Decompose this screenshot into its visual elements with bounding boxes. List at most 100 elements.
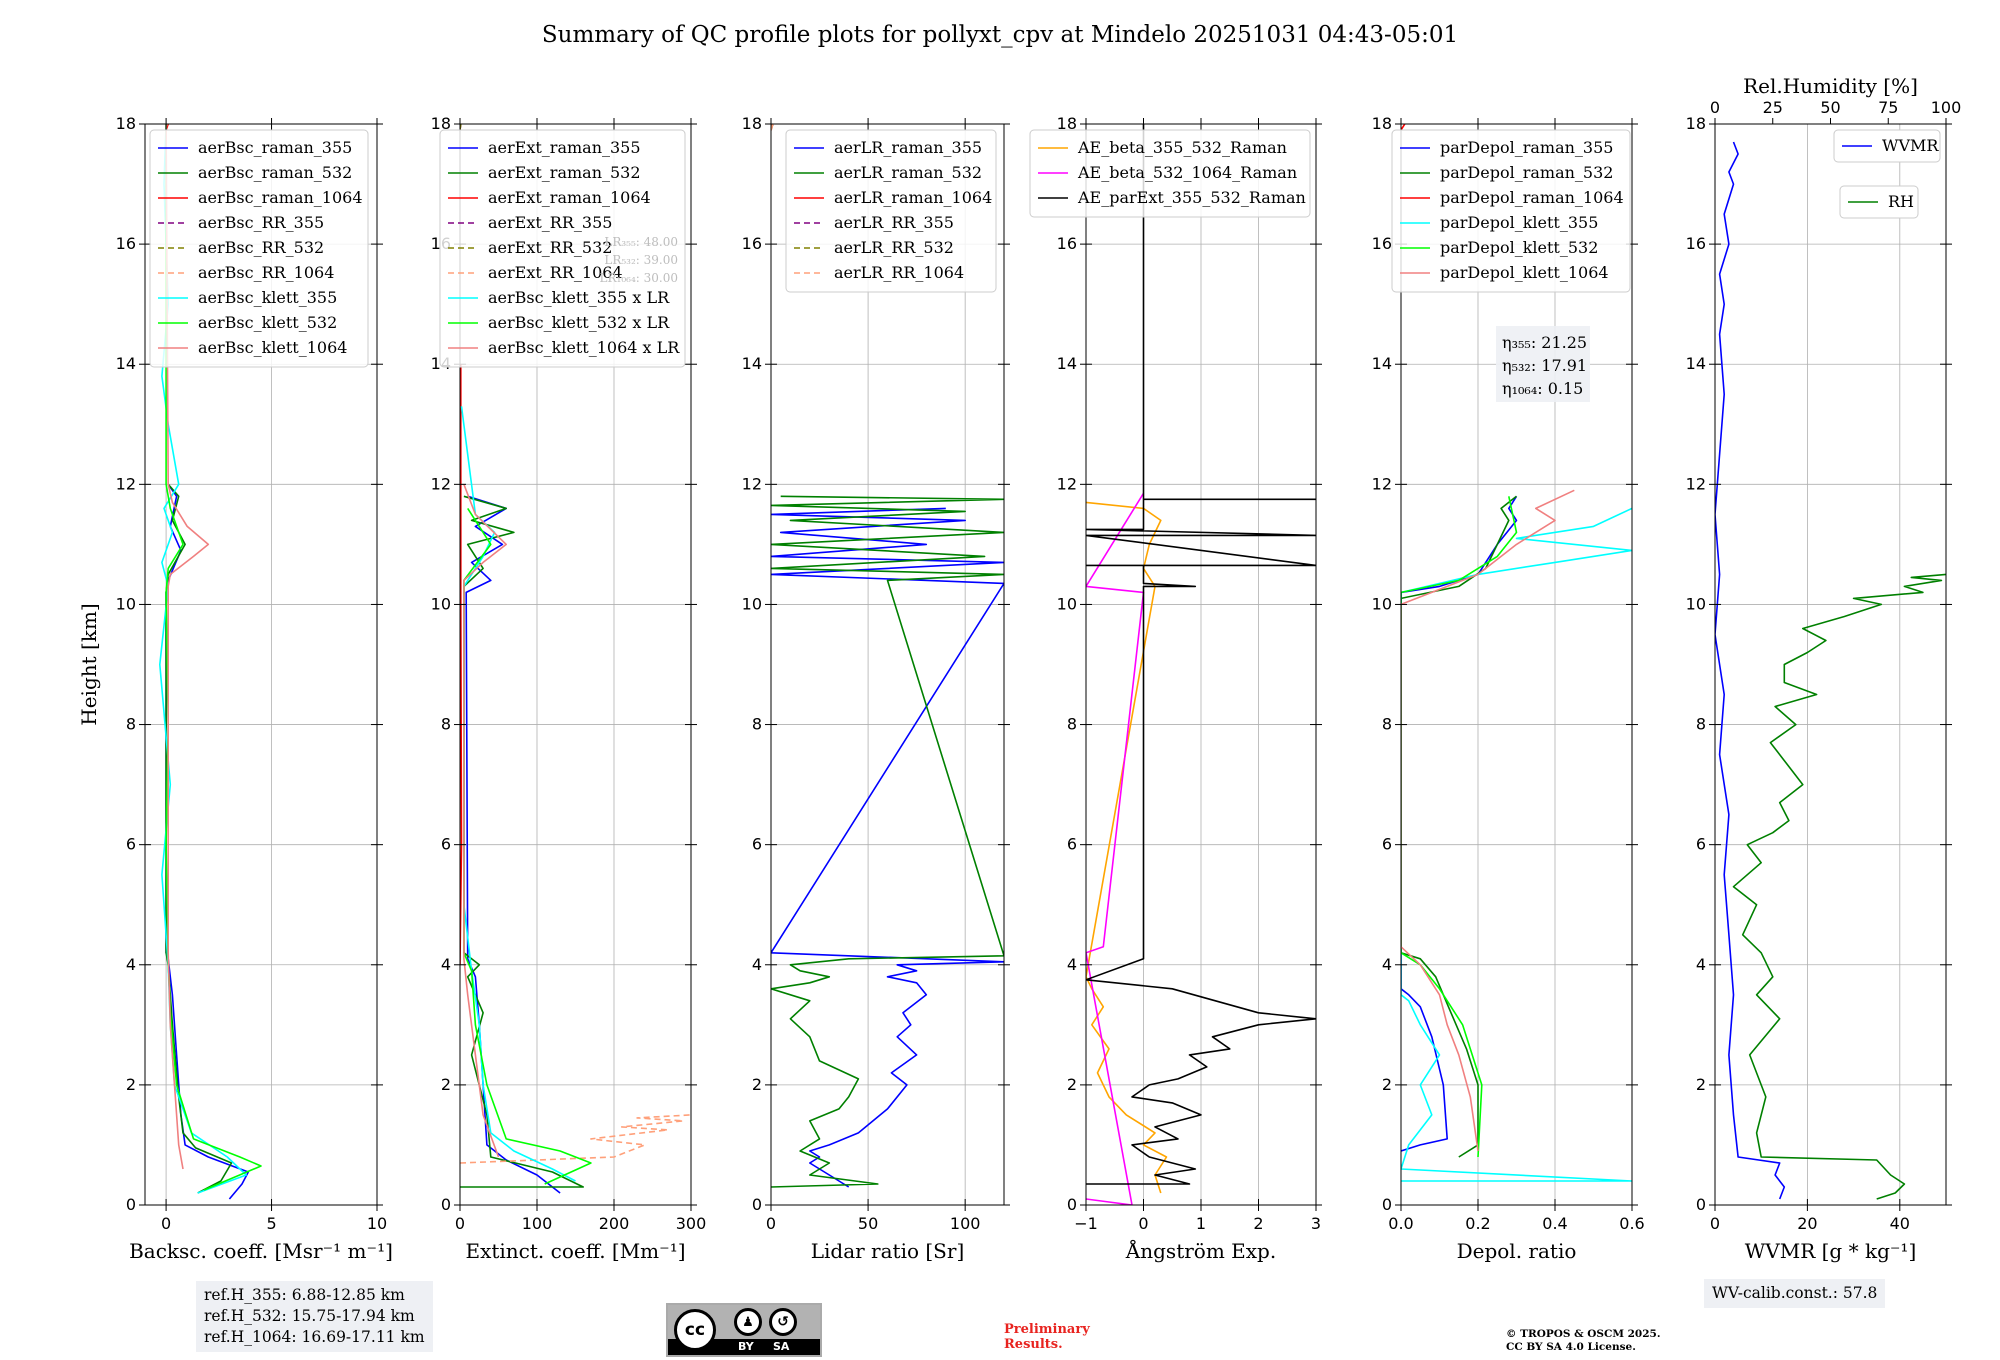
series-line-parDepol_raman_532 — [1401, 495, 1517, 1158]
plot-frame — [770, 123, 1005, 1206]
preliminary-note: Preliminary Results. — [1004, 1322, 1090, 1352]
eta-annotation-line: η₁₀₆₄: 0.15 — [1502, 379, 1583, 398]
y-tick-label: 10 — [1057, 594, 1077, 613]
y-tick-label: 16 — [1686, 234, 1706, 253]
x-tick-label: 5 — [266, 1214, 276, 1233]
legend-box — [785, 129, 997, 293]
y-tick-label: 10 — [116, 594, 136, 613]
legend-label: aerBsc_klett_532 x LR — [488, 313, 670, 332]
wv-calib-const: WV-calib.const.: 57.8 — [1712, 1284, 1878, 1302]
x-tick-label: 0.0 — [1388, 1214, 1413, 1233]
y-tick-label: 8 — [1696, 715, 1706, 734]
y-tick-label: 0 — [1067, 1195, 1077, 1214]
series-group — [1401, 124, 1632, 1182]
series-line-parDepol_klett_532 — [1401, 496, 1518, 1158]
y-tick-label: 0 — [1382, 1195, 1392, 1214]
legend-label: parDepol_raman_1064 — [1440, 188, 1624, 207]
legend-label: aerExt_raman_1064 — [488, 188, 651, 207]
y-tick-label: 0 — [441, 1195, 451, 1214]
panel-extinction: 0246810121416180100200300Extinct. coeff.… — [431, 114, 707, 1263]
y-tick-label: 4 — [441, 955, 451, 974]
series-line-parDepol_klett_355 — [1401, 507, 1632, 1182]
legend-label: WVMR — [1882, 136, 1939, 155]
y-tick-label: 0 — [126, 1195, 136, 1214]
x2-tick-label: 25 — [1763, 98, 1783, 117]
series-group — [159, 124, 262, 1200]
x2-tick-label: 75 — [1878, 98, 1898, 117]
y-tick-label: 2 — [126, 1075, 136, 1094]
series-line-parDepol_raman_1064 — [1401, 124, 1406, 131]
x-axis-label: Ångström Exp. — [1125, 1238, 1276, 1263]
x-tick-label: 50 — [858, 1214, 878, 1233]
series-line-aerBsc_klett_1064 — [165, 124, 210, 1170]
series-line-parDepol_klett_1064 — [1401, 489, 1575, 1152]
x-axis-label: Depol. ratio — [1457, 1239, 1577, 1263]
legend-label: aerExt_RR_1064 — [488, 263, 623, 282]
cc-logo-icon: cc — [674, 1309, 716, 1351]
x-axis-label: Backsc. coeff. [Msr⁻¹ m⁻¹] — [129, 1239, 393, 1263]
x-tick-label: 20 — [1797, 1214, 1817, 1233]
series-line-aerExt_raman_532 — [460, 495, 585, 1188]
y-tick-label: 6 — [752, 835, 762, 854]
legend-label: aerExt_raman_532 — [488, 163, 641, 182]
y-tick-label: 4 — [1067, 955, 1077, 974]
y-tick-label: 8 — [126, 715, 136, 734]
plot-frame — [459, 123, 692, 1206]
y-tick-label: 12 — [742, 474, 762, 493]
lr-annotation-line: LR₅₃₂: 39.00 — [604, 253, 678, 267]
legend-label: parDepol_klett_355 — [1440, 213, 1598, 232]
y-tick-label: 14 — [1057, 354, 1077, 373]
series-group — [1086, 124, 1316, 1205]
y-tick-label: 18 — [742, 114, 762, 133]
y-tick-label: 18 — [1372, 114, 1392, 133]
y-tick-label: 14 — [1686, 354, 1706, 373]
y-tick-label: 16 — [116, 234, 136, 253]
x2-axis-label: Rel.Humidity [%] — [1743, 74, 1918, 98]
x-tick-label: 0 — [161, 1214, 171, 1233]
y-tick-label: 10 — [1372, 594, 1392, 613]
legend-label: aerExt_RR_355 — [488, 213, 612, 232]
series-line-aerBsc_klett_532 x LR — [463, 507, 592, 1185]
legend-label: aerLR_RR_355 — [834, 213, 954, 232]
wv-calib-box: WV-calib.const.: 57.8 — [1704, 1279, 1886, 1308]
y-tick-label: 12 — [116, 474, 136, 493]
y-tick-label: 4 — [1382, 955, 1392, 974]
series-line-AE_parExt_355_532_Raman — [1086, 124, 1316, 1185]
by-label: BY — [738, 1340, 754, 1353]
legend-box — [149, 129, 369, 368]
x-axis-label: Lidar ratio [Sr] — [811, 1239, 965, 1263]
series-group — [1715, 141, 1946, 1200]
series-group — [771, 124, 1004, 1188]
y-tick-label: 4 — [1696, 955, 1706, 974]
y-tick-label: 2 — [1382, 1075, 1392, 1094]
x-tick-label: 0 — [1138, 1214, 1148, 1233]
x-tick-label: −1 — [1074, 1214, 1098, 1233]
y-tick-label: 18 — [431, 114, 451, 133]
legend-label: parDepol_klett_532 — [1440, 238, 1598, 257]
y-tick-label: 2 — [1696, 1075, 1706, 1094]
y-tick-label: 10 — [431, 594, 451, 613]
y-tick-label: 12 — [1372, 474, 1392, 493]
y-tick-label: 18 — [116, 114, 136, 133]
legend-label: AE_parExt_355_532_Raman — [1077, 188, 1306, 207]
x-tick-label: 100 — [522, 1214, 553, 1233]
legend-label: aerBsc_RR_355 — [198, 213, 324, 232]
series-line-AE_beta_355_532_Raman — [1086, 501, 1168, 1194]
panel-depolarization: 0 2 4 6 8 10 12 14 16 18 0.0 0.2 0.4 0.6 Depol. ratio p… — [1372, 114, 1645, 1263]
series-line-aerBsc_raman_355 — [165, 483, 250, 1200]
series-line-aerBsc_klett_532 — [165, 124, 262, 1191]
legend-label: RH — [1888, 192, 1914, 211]
legend-box — [1391, 129, 1631, 293]
series-line-aerExt_RR_1064 — [460, 1114, 691, 1164]
y-tick-label: 18 — [1057, 114, 1077, 133]
legend-label: aerBsc_klett_355 x LR — [488, 288, 670, 307]
eta-annotation-line: η₃₅₅: 21.25 — [1502, 333, 1587, 352]
cc-license-badge: cc ♟ ↺ BY SA — [666, 1303, 822, 1357]
y-tick-label: 14 — [742, 354, 762, 373]
x-tick-label: 100 — [950, 1214, 981, 1233]
y-tick-label: 8 — [752, 715, 762, 734]
series-line-RH — [1732, 573, 1946, 1200]
y-tick-label: 16 — [1372, 234, 1392, 253]
y-tick-label: 8 — [441, 715, 451, 734]
